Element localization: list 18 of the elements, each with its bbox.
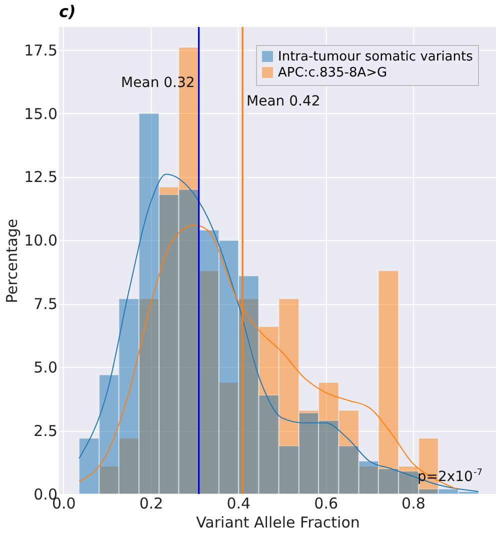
y-tick-label: 7.5 [34, 295, 58, 314]
y-axis-title: Percentage [3, 218, 22, 304]
legend-label: APC:c.835-8A>G [278, 66, 388, 80]
x-tick-label: 0.8 [402, 494, 426, 512]
ref-line-label: Mean 0.32 [121, 75, 195, 92]
y-tick-label: 2.5 [34, 422, 58, 440]
chart-title: c) [59, 2, 76, 22]
x-tick-label: 0.2 [139, 494, 164, 512]
y-tick-label: 15.0 [24, 104, 58, 123]
x-axis-title: Variant Allele Fraction [196, 514, 360, 532]
y-tick-label: 10.0 [24, 232, 58, 250]
legend-label: Intra-tumour somatic variants [278, 50, 474, 64]
ref-line-label: Mean 0.42 [246, 94, 320, 110]
y-tick-label: 12.5 [24, 168, 58, 186]
y-tick-label: 5.0 [34, 358, 58, 377]
x-tick-label: 0.6 [314, 494, 338, 512]
y-tick-label: 17.5 [24, 41, 58, 60]
x-tick-label: 0.4 [226, 494, 251, 512]
